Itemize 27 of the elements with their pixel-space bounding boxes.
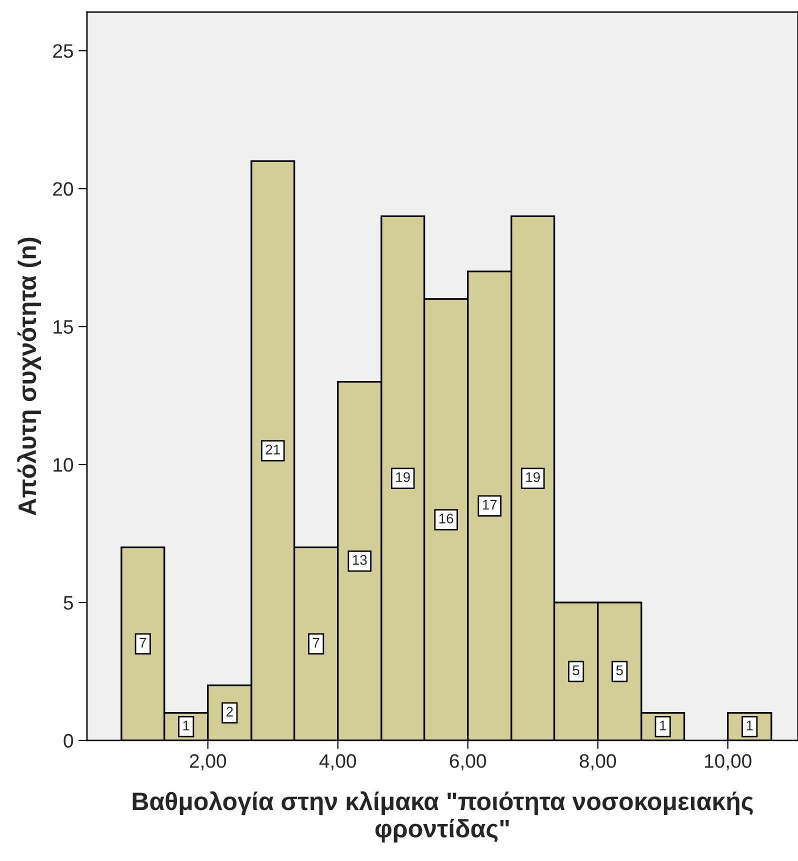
data-label: 13	[352, 555, 367, 565]
data-label: 1	[183, 720, 190, 730]
data-label: 21	[266, 444, 280, 454]
data-label: 16	[439, 514, 454, 524]
y-tick-label: 20	[53, 182, 74, 196]
x-tick-label: 2,00	[190, 754, 226, 770]
x-tick-label: 6,00	[450, 754, 486, 770]
data-label: 7	[312, 638, 320, 648]
data-label: 1	[660, 720, 666, 730]
x-tick-label: 10,00	[704, 754, 752, 770]
data-label: 7	[140, 638, 146, 648]
y-tick-label: 25	[53, 44, 73, 58]
y-tick-label: 0	[64, 734, 74, 748]
y-tick-label: 10	[54, 458, 74, 472]
x-tick-label: 4,00	[319, 754, 356, 770]
data-label: 19	[396, 472, 410, 482]
data-label: 2	[226, 706, 233, 716]
x-tick-label: 8,00	[580, 754, 616, 770]
y-axis-title: Απόλυτη συχνότητα (n)	[17, 238, 42, 516]
data-label: 17	[482, 500, 497, 510]
y-tick-label: 15	[54, 320, 73, 334]
x-axis-title: Βαθμολογία στην κλίμακα "ποιότητα νοσοκομειακής φροντίδας"	[132, 791, 753, 842]
data-label: 19	[526, 472, 540, 482]
y-tick-label: 5	[64, 596, 73, 610]
data-label: 5	[572, 666, 580, 676]
data-label: 5	[616, 666, 623, 676]
data-label: 1	[746, 720, 753, 730]
